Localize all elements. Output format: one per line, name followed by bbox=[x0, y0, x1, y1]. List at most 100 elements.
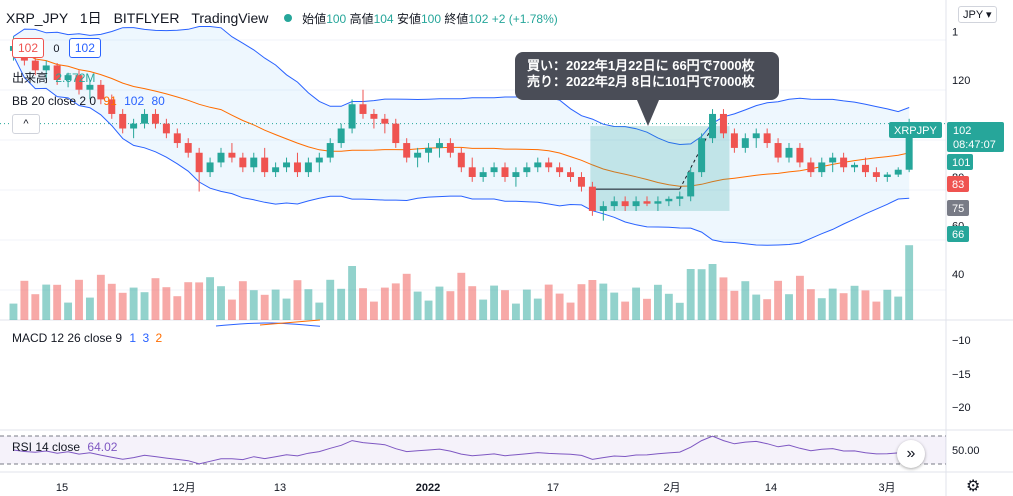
volume-bar bbox=[271, 289, 280, 320]
candle bbox=[894, 169, 902, 175]
volume-bar bbox=[337, 288, 346, 320]
candle bbox=[512, 172, 520, 177]
candle bbox=[763, 133, 771, 144]
candle bbox=[435, 143, 443, 148]
symbol-price-tag: XRPJPY bbox=[894, 125, 937, 137]
candle bbox=[261, 157, 269, 173]
time-axis-label: 17 bbox=[547, 482, 559, 494]
volume-bar bbox=[293, 280, 302, 320]
volume-bar bbox=[533, 298, 542, 320]
bb-lower-price-tag: 75 bbox=[952, 203, 964, 215]
volume-bar bbox=[872, 301, 881, 320]
volume-bar bbox=[446, 291, 455, 320]
trade-range-box bbox=[590, 126, 730, 211]
volume-bar bbox=[905, 245, 914, 320]
candle bbox=[392, 123, 400, 144]
candle bbox=[840, 157, 848, 168]
candle bbox=[785, 147, 793, 158]
platform-label: TradingView bbox=[191, 10, 269, 26]
candle bbox=[370, 113, 378, 119]
candle bbox=[599, 206, 607, 211]
buy-note: 買い：2022年1月22日に 66円で7000枚 bbox=[527, 58, 755, 73]
volume-bar bbox=[763, 299, 772, 320]
price-axis-label: 120 bbox=[952, 75, 970, 87]
bb-basis: 91 bbox=[103, 94, 117, 108]
volume-value: 2.572M bbox=[55, 71, 96, 85]
volume-bar bbox=[632, 287, 641, 320]
candle bbox=[446, 143, 454, 153]
candle bbox=[556, 167, 564, 173]
volume-bar bbox=[457, 272, 466, 320]
candle bbox=[829, 157, 837, 163]
volume-bar bbox=[577, 284, 586, 320]
volume-bar bbox=[861, 290, 870, 320]
currency-select[interactable]: JPY ▾ bbox=[958, 6, 997, 23]
candle bbox=[730, 133, 738, 148]
volume-bar bbox=[730, 290, 739, 320]
candle bbox=[42, 65, 50, 71]
candle bbox=[687, 172, 695, 197]
candle bbox=[851, 164, 859, 168]
candle bbox=[304, 162, 312, 173]
volume-legend[interactable]: 出来高 2.572M bbox=[12, 71, 96, 85]
candle bbox=[490, 167, 498, 173]
volume-bar bbox=[140, 292, 149, 320]
candle bbox=[883, 174, 891, 177]
candle bbox=[97, 84, 105, 100]
volume-bar bbox=[424, 300, 433, 320]
bb-fill bbox=[13, 26, 910, 246]
last-price-label: 102 bbox=[953, 125, 971, 137]
time-axis-label: 12月 bbox=[172, 482, 195, 494]
volume-bar bbox=[402, 273, 411, 320]
chevron-down-icon: ▾ bbox=[986, 9, 992, 21]
bid-box[interactable]: 102 bbox=[12, 38, 45, 58]
candle bbox=[195, 152, 203, 173]
candle bbox=[632, 201, 640, 207]
candle bbox=[130, 123, 138, 129]
price-axis-label: 40 bbox=[952, 269, 964, 281]
volume-bar bbox=[435, 286, 444, 320]
candle bbox=[621, 201, 629, 207]
double-chevron-right-icon: » bbox=[906, 445, 916, 462]
scroll-to-realtime-button[interactable]: » bbox=[897, 440, 925, 468]
candle bbox=[818, 162, 826, 173]
candle bbox=[425, 147, 433, 153]
candle bbox=[228, 152, 236, 158]
rsi-legend[interactable]: RSI 14 close 64.02 bbox=[12, 440, 118, 454]
volume-bar bbox=[468, 286, 477, 320]
macd-legend[interactable]: MACD 12 26 close 9 1 3 2 bbox=[12, 331, 163, 345]
symbol-legend[interactable]: XRP_JPY 1日 BITFLYER TradingView 始値100 高値… bbox=[6, 8, 558, 28]
volume-bar bbox=[64, 302, 73, 320]
volume-bar bbox=[315, 302, 324, 320]
volume-bar bbox=[162, 287, 171, 320]
candle bbox=[184, 143, 192, 153]
settings-gear-icon[interactable]: ⚙ bbox=[966, 478, 981, 495]
bb-upper-price-tag-bg bbox=[947, 154, 973, 170]
volume-bar bbox=[380, 287, 389, 320]
candle bbox=[414, 152, 422, 158]
candle bbox=[479, 172, 487, 177]
candle bbox=[31, 60, 39, 71]
collapse-legend-button[interactable]: ^ bbox=[12, 114, 40, 134]
volume-bar bbox=[326, 279, 335, 320]
bb-basis-price-tag-bg bbox=[947, 176, 969, 192]
volume-bar bbox=[391, 283, 400, 320]
candle bbox=[501, 167, 509, 177]
ask-box[interactable]: 102 bbox=[68, 38, 101, 58]
candle bbox=[141, 113, 149, 124]
volume-bar bbox=[599, 283, 608, 320]
time-axis-label: 15 bbox=[56, 482, 68, 494]
candle bbox=[162, 123, 170, 134]
candle bbox=[86, 84, 94, 90]
volume-bar bbox=[249, 290, 258, 320]
rsi-axis-label: 50.00 bbox=[952, 445, 980, 457]
volume-bar bbox=[850, 285, 859, 320]
candle bbox=[796, 147, 804, 163]
candle bbox=[698, 138, 706, 173]
volume-bar bbox=[107, 283, 116, 320]
interval-label[interactable]: 1日 bbox=[79, 10, 102, 26]
symbol-name[interactable]: XRP_JPY bbox=[6, 10, 68, 26]
bb-legend[interactable]: BB 20 close 2 0 91 102 80 bbox=[12, 94, 165, 108]
volume-bar bbox=[195, 282, 204, 320]
